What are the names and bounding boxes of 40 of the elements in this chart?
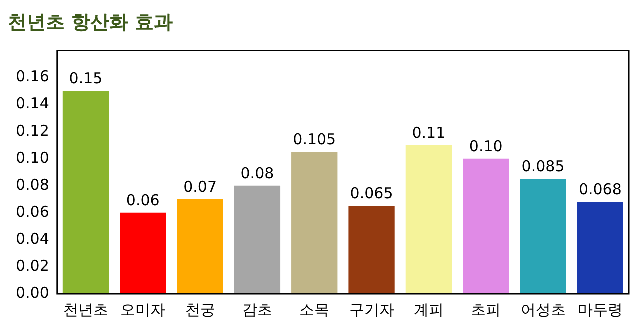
x-tick-label: 감초 — [242, 300, 272, 319]
y-tick-label: 0.08 — [16, 176, 50, 194]
data-label: 0.105 — [293, 130, 336, 149]
y-tick-label: 0.00 — [16, 284, 50, 302]
data-label: 0.065 — [350, 184, 394, 203]
bar — [520, 179, 566, 294]
data-label: 0.06 — [126, 191, 160, 210]
x-tick-label: 계피 — [414, 300, 444, 319]
x-tick-label: 구기자 — [349, 300, 394, 319]
y-tick-label: 0.14 — [16, 94, 50, 113]
data-label: 0.08 — [240, 164, 274, 182]
data-label: 0.068 — [578, 180, 622, 199]
x-tick-label: 어성초 — [520, 300, 566, 319]
chart-title: 천년초 항산화 효과 — [8, 11, 174, 34]
bar — [234, 186, 281, 294]
data-label: 0.085 — [522, 158, 565, 176]
bar — [177, 199, 224, 294]
bar — [406, 145, 452, 294]
bar — [577, 202, 624, 294]
data-label: 0.07 — [184, 178, 217, 196]
x-tick-label: 초피 — [471, 300, 502, 319]
data-label: 0.11 — [412, 124, 446, 142]
y-tick-label: 0.02 — [16, 256, 50, 275]
data-label: 0.10 — [469, 137, 503, 156]
y-tick-label: 0.12 — [16, 122, 50, 140]
y-tick-label: 0.06 — [16, 202, 50, 221]
x-tick-label: 천년초 — [63, 300, 108, 319]
bar — [62, 91, 110, 294]
y-tick-label: 0.16 — [16, 68, 50, 86]
bar — [463, 158, 510, 294]
x-tick-label: 마두령 — [578, 300, 623, 319]
x-tick-label: 소목 — [300, 300, 330, 319]
y-tick-label: 0.10 — [16, 148, 50, 167]
bar — [348, 206, 395, 294]
data-label: 0.15 — [69, 70, 103, 88]
bar — [120, 212, 166, 294]
y-tick-label: 0.04 — [16, 230, 50, 248]
x-tick-label: 천궁 — [185, 300, 216, 319]
bar — [292, 152, 338, 294]
x-tick-label: 오미자 — [120, 300, 166, 319]
